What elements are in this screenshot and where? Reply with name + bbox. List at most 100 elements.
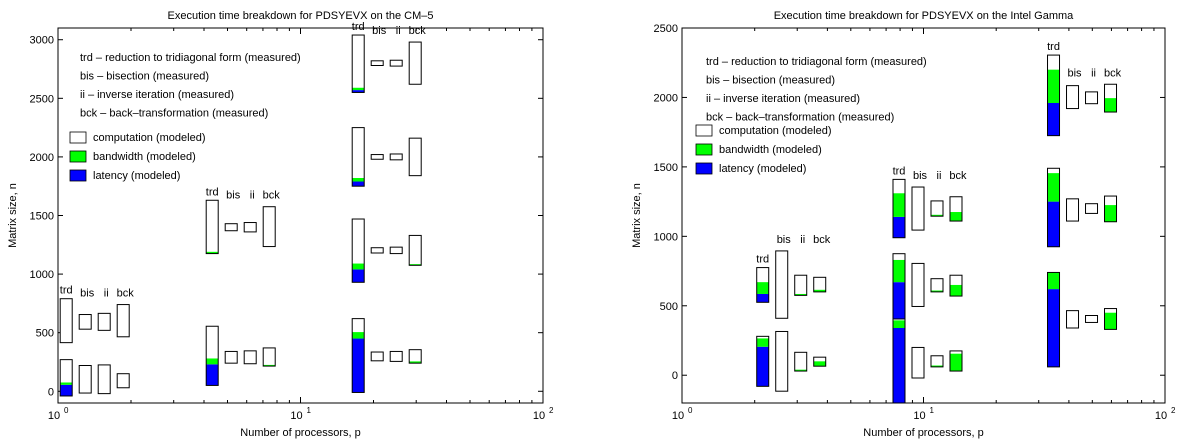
- bar-outline-bck: [949, 350, 963, 372]
- bar-computation-ii: [244, 350, 257, 364]
- bar-computation-trd: [60, 298, 73, 343]
- bar-outline-bck: [408, 137, 422, 177]
- bar-computation-bck: [409, 138, 422, 176]
- bar-outline-trd: [351, 127, 365, 187]
- bar-outline-bis: [370, 247, 384, 254]
- bar-outline-bis: [775, 250, 789, 319]
- bar-outline-ii: [794, 274, 808, 296]
- bar-bandwidth-bck: [949, 212, 962, 222]
- bar-computation-bis: [371, 154, 384, 160]
- bar-bandwidth-bck: [1104, 312, 1117, 330]
- y-tick-label: 3000: [30, 35, 54, 47]
- bar-outline-trd: [1047, 54, 1061, 137]
- bar-latency-trd: [1047, 201, 1060, 247]
- y-tick-label: 0: [672, 370, 678, 382]
- bar-computation-bis: [225, 351, 238, 364]
- chart-title: Execution time breakdown for PDSYEVX on …: [168, 10, 434, 22]
- phase-label-bck: bck: [813, 234, 831, 246]
- phase-label-bck: bck: [1104, 67, 1122, 79]
- phase-label-ii: ii: [104, 288, 109, 300]
- bar-outline-trd: [205, 325, 219, 386]
- bar-computation-ii: [98, 364, 111, 394]
- bar-computation-trd: [352, 127, 365, 187]
- bar-outline-trd: [1047, 271, 1061, 368]
- bar-outline-trd: [351, 318, 365, 393]
- bar-outline-bis: [370, 351, 384, 362]
- bar-outline-trd: [892, 318, 906, 404]
- bar-computation-ii: [930, 200, 943, 217]
- x-tick-label: 10: [672, 410, 684, 422]
- bar-latency-trd: [206, 364, 219, 386]
- bar-outline-bis: [1066, 310, 1080, 329]
- bar-bandwidth-trd: [1047, 173, 1060, 202]
- y-tick-label: 2500: [654, 23, 678, 35]
- bar-computation-bis: [1066, 198, 1079, 222]
- bar-computation-ii: [390, 247, 403, 254]
- bar-outline-bck: [116, 373, 130, 389]
- phase-label-bis: bis: [1067, 67, 1082, 79]
- legend-swatch: [69, 150, 87, 163]
- bar-bandwidth-trd: [1047, 272, 1060, 290]
- y-tick-label: 500: [660, 301, 678, 313]
- bar-bandwidth-trd: [892, 259, 905, 283]
- x-tick-label: 10: [533, 410, 545, 422]
- bar-outline-trd: [59, 359, 73, 397]
- bar-bandwidth-ii: [794, 293, 807, 296]
- bar-latency-trd: [892, 216, 905, 238]
- x-tick-label: 10: [48, 410, 60, 422]
- bar-outline-ii: [389, 59, 403, 67]
- bar-bandwidth-bck: [949, 353, 962, 372]
- bar-bandwidth-trd: [892, 193, 905, 217]
- bar-latency-trd: [756, 293, 769, 303]
- bar-outline-trd: [756, 267, 770, 303]
- bar-latency-trd: [756, 346, 769, 387]
- bar-computation-ii: [244, 222, 257, 232]
- bar-outline-bis: [1066, 85, 1080, 110]
- phase-label-trd: trd: [893, 165, 906, 177]
- phase-label-bck: bck: [949, 170, 967, 182]
- bar-computation-ii: [794, 275, 807, 296]
- chart-title: Execution time breakdown for PDSYEVX on …: [774, 10, 1074, 22]
- phase-label-trd: trd: [206, 186, 219, 198]
- bar-computation-ii: [390, 60, 403, 67]
- bar-bandwidth-ii: [930, 214, 943, 217]
- bar-outline-trd: [351, 34, 365, 93]
- bar-outline-bis: [370, 60, 384, 66]
- bar-bandwidth-trd: [206, 358, 219, 365]
- bar-latency-trd: [352, 90, 365, 93]
- phase-label-bis: bis: [226, 190, 241, 202]
- x-axis-label: Number of processors, p: [240, 427, 360, 439]
- bar-computation-ii: [930, 278, 943, 292]
- bar-computation-ii: [1085, 91, 1098, 104]
- bar-computation-bck: [117, 373, 130, 388]
- phase-label-bck: bck: [117, 288, 135, 300]
- phase-label-bis: bis: [372, 25, 387, 37]
- x-tick-exponent: 0: [688, 406, 693, 415]
- legend-swatch: [69, 169, 87, 182]
- bar-outline-bis: [224, 223, 238, 232]
- bar-bandwidth-bck: [263, 364, 276, 367]
- bar-bandwidth-trd: [892, 320, 905, 328]
- bar-latency-trd: [60, 384, 73, 396]
- bar-computation-bck: [117, 304, 130, 337]
- bar-outline-ii: [930, 355, 944, 368]
- phase-label-bis: bis: [913, 170, 928, 182]
- y-tick-label: 1000: [30, 269, 54, 281]
- phase-label-trd: trd: [1047, 41, 1060, 53]
- bar-latency-trd: [352, 181, 365, 187]
- bar-computation-trd: [206, 200, 219, 254]
- y-axis-label: Matrix size, n: [7, 183, 19, 248]
- bar-bandwidth-trd: [352, 87, 365, 91]
- y-tick-label: 2000: [654, 92, 678, 104]
- bar-bandwidth-trd: [206, 251, 219, 254]
- y-tick-label: 2500: [30, 93, 54, 105]
- bar-latency-trd: [352, 269, 365, 283]
- bar-computation-bck: [813, 277, 826, 292]
- bar-computation-bis: [79, 365, 92, 394]
- bar-computation-ii: [1085, 203, 1098, 214]
- phase-label-bck: bck: [409, 25, 427, 37]
- y-tick-label: 1500: [654, 162, 678, 174]
- bar-outline-ii: [97, 364, 111, 395]
- bar-bandwidth-ii: [930, 290, 943, 292]
